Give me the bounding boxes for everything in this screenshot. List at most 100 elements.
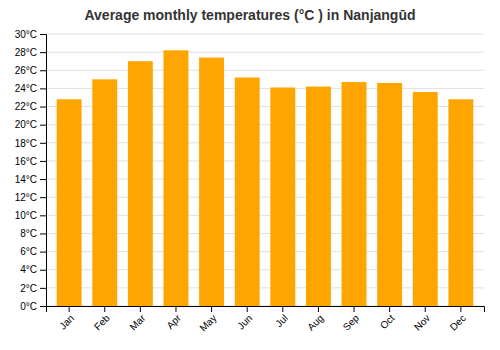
x-tick-mark: [140, 306, 141, 312]
x-tick: Aug: [305, 306, 325, 333]
x-tick-label: Dec: [448, 312, 468, 332]
y-tick-mark: [40, 306, 46, 307]
y-tick-label: 12°C: [15, 192, 37, 203]
y-tick-mark: [40, 252, 46, 253]
x-tick-mark: [460, 306, 461, 312]
y-tick: 10°C: [15, 210, 46, 221]
y-axis: 0°C 2°C 4°C 6°C 8°C 10°C 12°C 14°C 16°C 18°C 20°C 2…: [15, 29, 47, 312]
x-tick-mark: [247, 306, 248, 312]
grid-line: [46, 70, 484, 71]
bar: [92, 79, 117, 306]
x-tick-label: Feb: [92, 312, 112, 332]
bar: [164, 50, 189, 306]
y-tick-label: 10°C: [15, 210, 37, 221]
x-tick: Jan: [57, 306, 76, 332]
y-tick: 20°C: [15, 119, 46, 130]
bar: [413, 92, 438, 306]
y-tick-mark: [40, 215, 46, 216]
y-tick: 28°C: [15, 47, 46, 58]
y-tick-mark: [40, 161, 46, 162]
bar: [448, 99, 473, 306]
y-tick-mark: [40, 179, 46, 180]
y-tick-label: 26°C: [15, 65, 37, 76]
x-tick-label: Apr: [164, 312, 183, 331]
y-tick: 24°C: [15, 83, 46, 94]
y-tick-mark: [40, 88, 46, 89]
x-tick-mark: [211, 306, 212, 312]
bar: [199, 58, 224, 306]
grid-line: [46, 52, 484, 53]
x-tick-mark: [282, 306, 283, 312]
y-tick-mark: [40, 143, 46, 144]
y-tick-label: 18°C: [15, 138, 37, 149]
y-tick: 4°C: [20, 264, 46, 275]
chart: 0°C 2°C 4°C 6°C 8°C 10°C 12°C 14°C 16°C 18°C 20°C 2…: [0, 0, 500, 350]
bar: [128, 61, 153, 306]
y-tick-label: 22°C: [15, 101, 37, 112]
y-tick-label: 14°C: [15, 174, 37, 185]
y-tick-mark: [40, 233, 46, 234]
y-tick-label: 4°C: [20, 264, 37, 275]
x-tick-mark: [69, 306, 70, 312]
y-tick: 8°C: [20, 228, 46, 239]
x-tick-label: Nov: [412, 312, 432, 332]
x-tick-mark: [389, 306, 390, 312]
y-tick-label: 24°C: [15, 83, 37, 94]
y-tick: 18°C: [15, 138, 46, 149]
x-tick-label: Jan: [57, 312, 76, 331]
x-tick-mark: [318, 306, 319, 312]
x-tick: Apr: [164, 306, 183, 331]
y-tick-label: 28°C: [15, 47, 37, 58]
y-tick-mark: [40, 70, 46, 71]
x-tick: Mar: [127, 306, 147, 332]
x-tick: Sep: [341, 306, 362, 333]
bar: [342, 82, 367, 306]
y-tick-mark: [40, 197, 46, 198]
y-tick-label: 0°C: [20, 301, 37, 312]
x-tick-label: Aug: [305, 312, 325, 332]
x-tick: May: [198, 306, 219, 334]
y-tick: 30°C: [15, 29, 46, 40]
x-tick: Jul: [273, 306, 290, 329]
grid-line: [46, 34, 484, 35]
x-tick-label: Mar: [127, 312, 147, 332]
plot: 0°C 2°C 4°C 6°C 8°C 10°C 12°C 14°C 16°C 18°C 20°C 2…: [15, 29, 485, 334]
x-tick: Oct: [378, 306, 397, 331]
x-tick-label: Jun: [235, 312, 254, 331]
x-tick: Jun: [235, 306, 254, 332]
y-axis-line: [40, 35, 47, 307]
x-tick: Feb: [92, 306, 112, 332]
x-tick-mark: [104, 306, 105, 312]
y-tick-mark: [40, 107, 46, 108]
x-tick: Nov: [412, 306, 432, 333]
x-axis-line: [47, 307, 485, 313]
y-tick-label: 2°C: [20, 283, 37, 294]
x-axis: Jan Feb Mar Apr May Jun Jul Aug Sep Oct Nov Dec: [47, 306, 485, 334]
y-tick-mark: [40, 270, 46, 271]
bar: [270, 87, 295, 306]
y-tick-label: 16°C: [15, 156, 37, 167]
y-tick-mark: [40, 125, 46, 126]
y-tick-label: 8°C: [20, 228, 37, 239]
y-tick-mark: [40, 288, 46, 289]
x-tick: Dec: [448, 306, 468, 333]
bars: [57, 50, 474, 306]
y-tick: 26°C: [15, 65, 46, 76]
x-tick-label: Oct: [378, 312, 397, 331]
y-tick: 22°C: [15, 101, 46, 112]
x-tick-mark: [354, 306, 355, 312]
y-tick: 0°C: [20, 301, 46, 312]
x-tick-label: Sep: [341, 312, 362, 333]
y-tick-mark: [40, 34, 46, 35]
bar: [377, 83, 402, 306]
x-tick-label: May: [198, 312, 219, 333]
title: Average monthly temperatures (°C ) in Na…: [84, 7, 415, 23]
bar: [235, 78, 260, 306]
y-tick: 12°C: [15, 192, 46, 203]
y-tick-label: 30°C: [15, 29, 37, 40]
x-tick-label: Jul: [273, 312, 290, 329]
y-tick-label: 6°C: [20, 246, 37, 257]
bar: [306, 87, 331, 306]
y-tick: 16°C: [15, 156, 46, 167]
y-tick: 2°C: [20, 283, 46, 294]
